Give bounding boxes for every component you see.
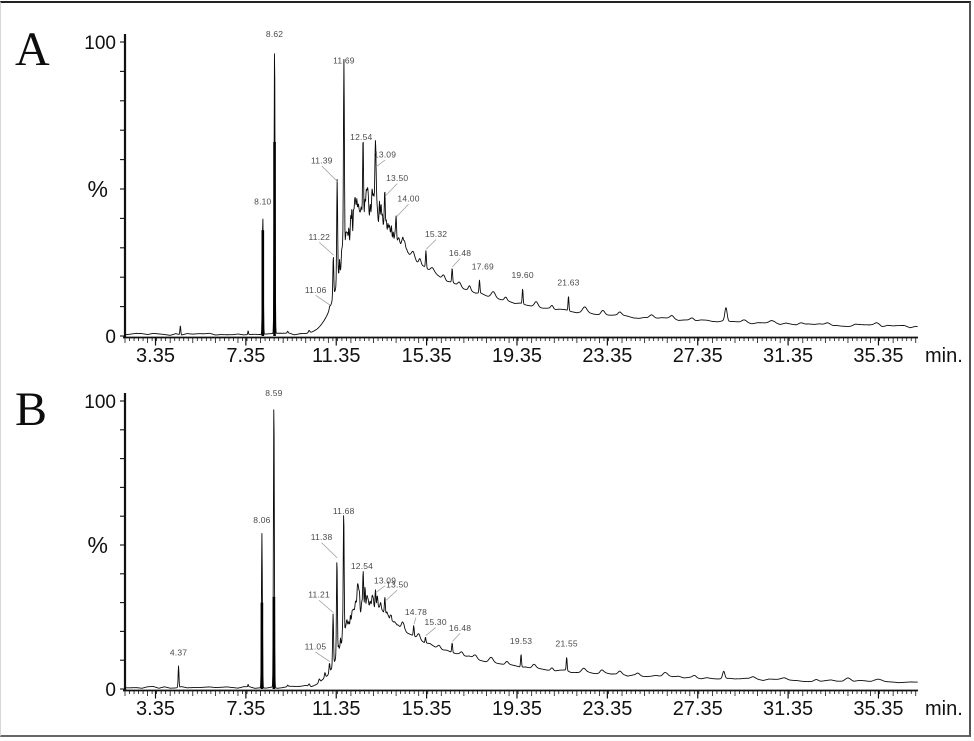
x-tick-label: 23.35 [582,345,632,367]
x-tick-label: 27.35 [673,698,723,720]
x-axis-unit-label: min. [925,345,963,367]
tic-trace [124,53,918,336]
peak-label: 11.05 [305,642,327,652]
x-tick-label: 15.35 [402,698,452,720]
peak-label: 19.60 [511,270,533,280]
peak-label: 8.59 [265,388,282,398]
peak-label: 11.69 [333,56,355,66]
peak-label: 4.37 [170,647,187,657]
peak-leader-line [315,295,331,306]
y-tick-label-100: 100 [84,33,116,54]
peak-label: 12.54 [350,132,372,142]
chromatogram-panel-a: 100 0% 3.35 7.35 11.35 15.35 19.35 23.35 27.35 31… [84,29,963,367]
x-tick-label: 35.35 [853,345,903,367]
peak-label: 13.09 [374,150,396,160]
x-tick-label: 15.35 [402,345,452,367]
peak-label: 11.38 [311,532,333,542]
peak-leader-line [321,542,338,559]
panel-a-letter: A [15,23,50,76]
x-tick-label: 3.35 [136,345,175,367]
x-tick-label: 11.35 [312,698,361,720]
x-axis-unit-label: min. [925,698,963,720]
panel-b-letter: B [15,383,48,436]
peak-label: 11.68 [333,506,355,516]
peak-leader-line [425,627,436,636]
tic-trace [124,409,918,689]
peak-label: 11.06 [305,285,327,295]
x-tick-label: 19.35 [492,698,542,720]
peak-leader-line [375,159,386,168]
chromatogram-panel-b: 100 0% 3.35 7.35 11.35 15.35 19.35 23.35 27.35 31… [84,388,963,720]
peak-label: 13.50 [386,580,408,590]
y-tick-label-0: 0 [105,327,116,348]
peak-leader-line [384,183,398,197]
x-tick-label: 7.35 [226,698,265,720]
peak-leader-line [452,633,461,642]
peak-label: 11.39 [311,155,333,165]
peak-label: 14.00 [397,194,419,204]
x-tick-label: 31.35 [763,345,813,367]
y-axis-label: % [88,176,108,202]
peak-leader-line [384,589,398,602]
peak-label: 13.50 [386,173,408,183]
x-tick-label: 11.35 [312,345,361,367]
y-axis-label: % [88,532,108,558]
x-tick-label: 3.35 [136,698,175,720]
peak-label: 16.48 [449,248,471,258]
peak-leader-line [375,585,386,593]
peak-label: 15.30 [425,617,447,627]
peak-label: 16.48 [449,623,471,633]
peak-label: 21.63 [557,277,579,287]
peak-label: 8.06 [253,515,270,525]
peak-label: 8.62 [266,29,283,39]
x-tick-label: 7.35 [226,345,265,367]
peak-label: 11.22 [308,232,330,242]
y-tick-label-0: 0 [105,680,116,701]
x-tick-label: 35.35 [853,698,903,720]
x-tick-label: 19.35 [492,345,542,367]
x-tick-label: 27.35 [673,345,723,367]
peak-leader-line [321,165,338,182]
x-tick-label: 23.35 [582,698,632,720]
peak-leader-line [319,242,334,256]
peak-label: 14.78 [405,607,427,617]
peak-label: 13.09 [374,575,396,585]
peak-label: 15.32 [425,229,447,239]
peak-label: 8.10 [254,197,271,207]
peak-leader-line [452,258,461,268]
peak-label: 11.21 [308,590,330,600]
peak-label: 17.69 [472,261,494,271]
peak-label: 12.54 [351,561,373,571]
x-tick-label: 31.35 [763,698,813,720]
peak-leader-line [413,617,417,625]
peak-leader-line [315,651,330,662]
peak-leader-line [425,239,437,250]
peak-label: 21.55 [556,639,578,649]
peak-leader-line [396,203,409,218]
peak-leader-line [318,599,334,613]
peak-label: 19.53 [510,636,532,646]
y-tick-label-100: 100 [84,392,116,413]
